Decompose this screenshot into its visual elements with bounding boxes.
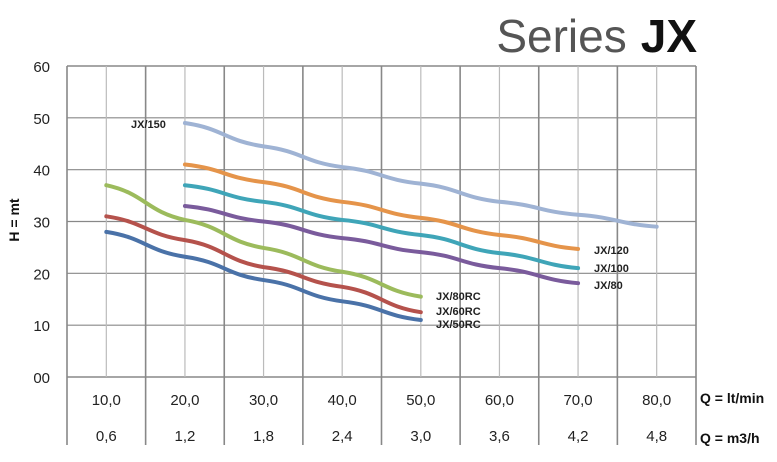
- series-lines: [104, 121, 659, 322]
- series-line-jx-50rc: [104, 229, 423, 322]
- series-label: JX/80RC: [436, 291, 481, 303]
- x-tick-label-secondary: 1,8: [253, 428, 274, 445]
- y-tick-label: 10: [33, 318, 50, 335]
- x-tick-label-secondary: 3,6: [489, 428, 510, 445]
- axis-ticks: 00 10 20 30 40 50 60 10,0 20,0 30,0 40,0 50,0 60,0 70…: [33, 59, 671, 445]
- y-tick-label: 40: [33, 163, 50, 180]
- x-tick-label-secondary: 3,0: [410, 428, 431, 445]
- y-tick-label: 20: [33, 266, 50, 283]
- x-tick-label-secondary: 4,2: [568, 428, 589, 445]
- series-label: JX/120: [594, 245, 629, 257]
- series-label: JX/150: [131, 119, 166, 131]
- series-label: JX/100: [594, 263, 629, 275]
- x-axis-label: Q = lt/min: [700, 390, 764, 406]
- series-label: JX/50RC: [436, 319, 481, 331]
- x-tick-label-secondary: 0,6: [96, 428, 117, 445]
- chart-title: Series JX: [496, 10, 697, 62]
- y-tick-label: 30: [33, 215, 50, 232]
- series-line-jx-100: [182, 183, 581, 271]
- x-axis-label-secondary: Q = m3/h: [700, 430, 760, 446]
- title-bold: JX: [641, 10, 698, 62]
- series-line-jx-120: [182, 162, 581, 251]
- series-labels: JX/150 JX/120 JX/100 JX/80 JX/80RC JX/60RCJX/…: [131, 119, 629, 331]
- x-tick-label: 10,0: [92, 392, 121, 409]
- x-tick-label-secondary: 4,8: [646, 428, 667, 445]
- series-line-jx-80rc: [104, 183, 423, 299]
- series-line-jx-80: [182, 203, 581, 286]
- x-tick-label: 50,0: [406, 392, 435, 409]
- x-tick-label: 30,0: [249, 392, 278, 409]
- x-tick-label: 40,0: [328, 392, 357, 409]
- series-line-jx-150: [182, 121, 659, 229]
- x-tick-label: 20,0: [170, 392, 199, 409]
- y-axis-label: H = mt: [6, 198, 22, 242]
- x-tick-label: 60,0: [485, 392, 514, 409]
- series-line-jx-60rc: [104, 214, 423, 315]
- series-label: JX/80: [594, 280, 623, 292]
- x-tick-label: 80,0: [642, 392, 671, 409]
- x-tick-label: 70,0: [563, 392, 592, 409]
- y-tick-label: 50: [33, 111, 50, 128]
- title-light: Series: [496, 10, 626, 62]
- x-tick-label-secondary: 2,4: [332, 428, 353, 445]
- y-tick-label: 00: [33, 370, 50, 387]
- series-label: JX/60RC: [436, 306, 481, 318]
- y-tick-label: 60: [33, 59, 50, 76]
- x-tick-label-secondary: 1,2: [175, 428, 196, 445]
